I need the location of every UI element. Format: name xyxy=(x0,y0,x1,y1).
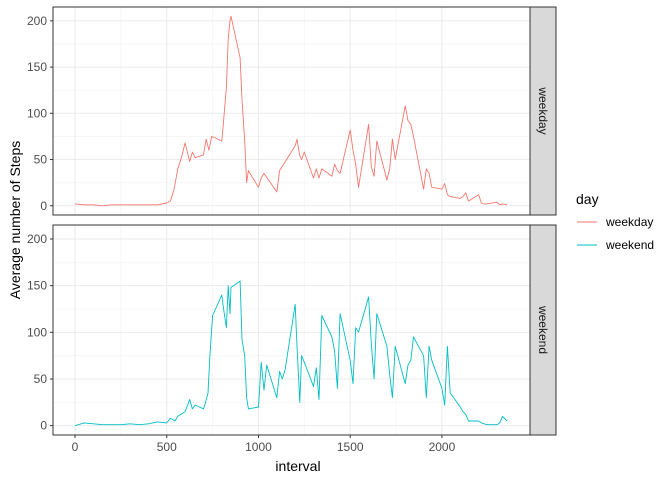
legend-title: day xyxy=(576,191,599,207)
legend-label-weekend: weekend xyxy=(605,238,654,252)
y-axis-title: Average number of Steps xyxy=(7,141,23,300)
facet-strip-label: weekend xyxy=(536,305,550,354)
y-tick-label: 100 xyxy=(27,325,47,339)
facet-strip xyxy=(529,224,557,436)
x-tick-label: 500 xyxy=(157,440,177,454)
x-axis-title: interval xyxy=(275,458,320,474)
y-tick-label: 50 xyxy=(34,372,48,386)
series-line-weekend xyxy=(74,280,508,427)
y-tick-label: 150 xyxy=(27,279,47,293)
panel-weekday: 0 50 100 150 200 weekday xyxy=(27,6,557,216)
x-axis: 0 500 1000 1500 2000 xyxy=(72,435,456,454)
x-tick-label: 1500 xyxy=(337,440,364,454)
series-line-weekday xyxy=(74,15,508,207)
legend-label-weekday: weekday xyxy=(605,215,653,229)
legend: day weekday weekend xyxy=(576,191,654,252)
y-tick-label: 100 xyxy=(27,106,47,120)
x-tick-label: 0 xyxy=(72,440,79,454)
x-tick-label: 1000 xyxy=(245,440,272,454)
panel-weekend: 0 50 100 150 200 weekend xyxy=(27,224,557,436)
y-tick-label: 0 xyxy=(40,419,47,433)
facet-strip xyxy=(529,6,557,216)
facet-strip-label: weekday xyxy=(536,86,550,134)
x-tick-label: 2000 xyxy=(429,440,456,454)
y-tick-label: 200 xyxy=(27,14,47,28)
y-tick-label: 200 xyxy=(27,232,47,246)
y-tick-label: 0 xyxy=(40,199,47,213)
y-tick-label: 150 xyxy=(27,60,47,74)
y-tick-label: 50 xyxy=(34,153,48,167)
panel-background xyxy=(53,7,530,215)
